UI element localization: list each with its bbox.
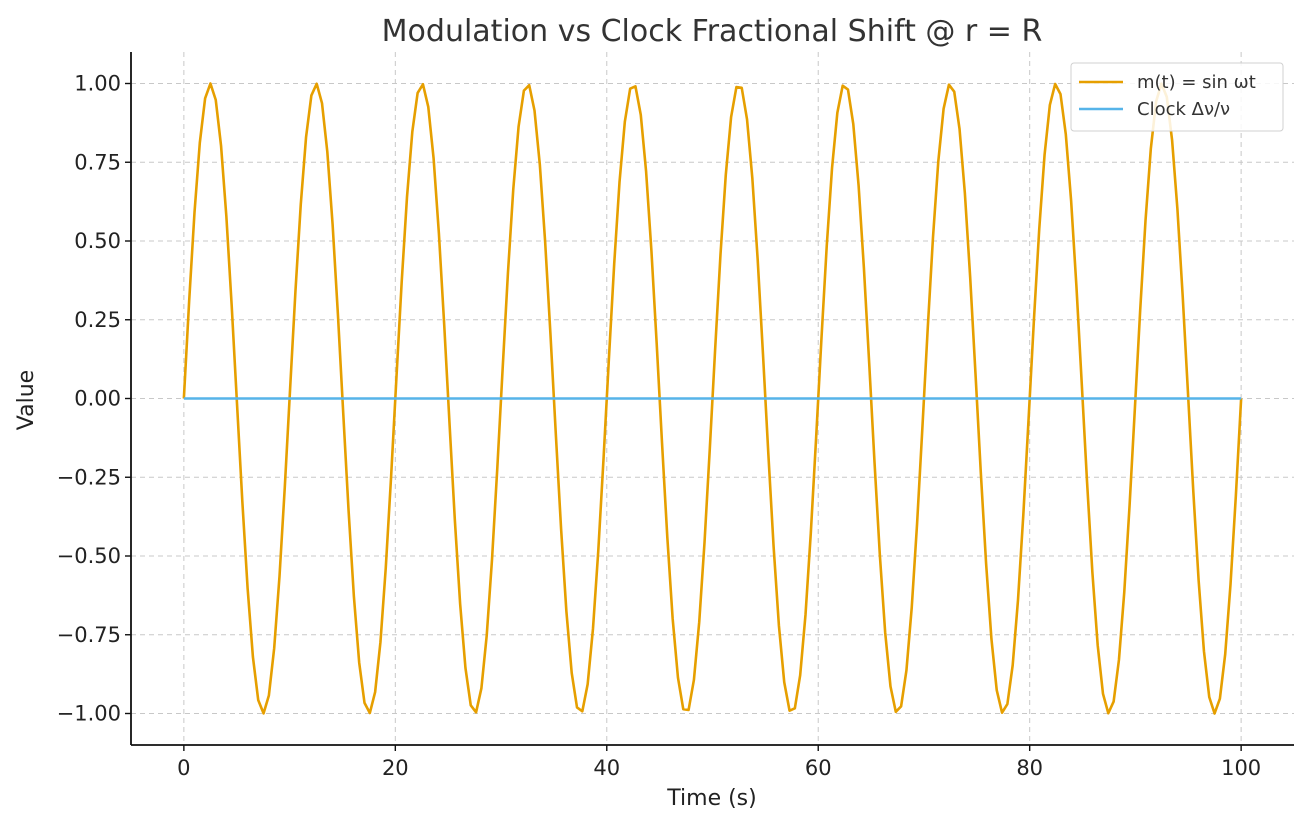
y-tick-label: 1.00 [74,72,121,96]
y-tick-label: −1.00 [57,702,121,726]
x-tick-label: 20 [382,756,409,780]
x-ticks: 0 20 40 60 80 100 [177,745,1261,780]
y-tick-label: 0.25 [74,308,121,332]
legend: m(t) = sin ωt Clock Δν/ν [1070,62,1284,132]
x-tick-label: 40 [593,756,620,780]
legend-box [1070,62,1284,132]
x-tick-label: 100 [1221,756,1261,780]
y-tick-label: 0.00 [74,387,121,411]
x-axis-label: Time (s) [666,786,756,811]
y-ticks: −1.00 −0.75 −0.50 −0.25 0.00 0.25 0.50 0.75 1.00 [57,72,131,726]
x-tick-label: 0 [177,756,190,780]
y-tick-label: −0.75 [57,623,121,647]
x-tick-label: 60 [805,756,832,780]
y-axis-label: Value [14,370,39,430]
legend-label-2: Clock Δν/ν [1137,99,1230,120]
series-layer [182,82,1243,715]
legend-label-1: m(t) = sin ωt [1137,72,1256,93]
y-tick-label: −0.25 [57,465,121,489]
y-tick-label: −0.50 [57,544,121,568]
y-tick-label: 0.50 [74,229,121,253]
y-tick-label: 0.75 [74,150,121,174]
x-tick-label: 80 [1016,756,1043,780]
chart-title: Modulation vs Clock Fractional Shift @ r… [382,14,1043,49]
